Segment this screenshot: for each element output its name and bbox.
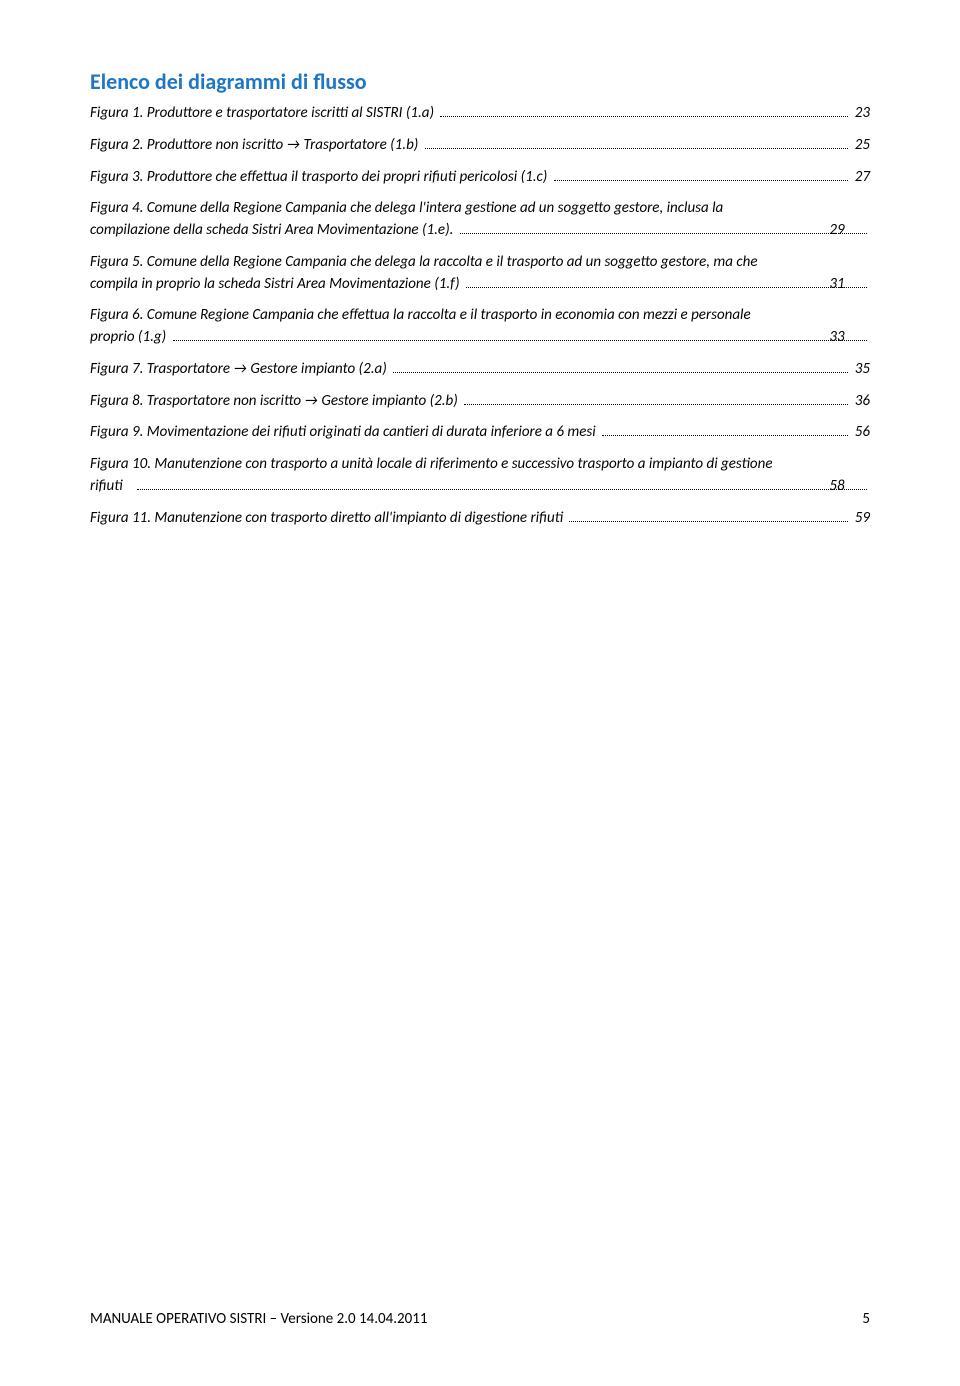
footer-left: MANUALE OPERATIVO SISTRI – Versione 2.0 … bbox=[90, 1310, 427, 1328]
toc-entry-text: Figura 6. Comune Regione Campania che ef… bbox=[134, 305, 870, 327]
toc-entry[interactable]: Figura 4. Comune della Regione Campania … bbox=[90, 198, 870, 242]
toc-leader-dots bbox=[460, 222, 867, 234]
page-footer: MANUALE OPERATIVO SISTRI – Versione 2.0 … bbox=[90, 1310, 870, 1328]
toc-entry[interactable]: Figura 6. Comune Regione Campania che ef… bbox=[90, 305, 870, 349]
toc-leader-dots bbox=[554, 169, 849, 181]
toc-entry-text: Figura 1. Produttore e trasportatore isc… bbox=[90, 103, 437, 125]
toc-entry[interactable]: Figura 10. Manutenzione con trasporto a … bbox=[90, 454, 870, 498]
toc-entry-text: Figura 3. Produttore che effettua il tra… bbox=[90, 167, 551, 189]
toc-entry[interactable]: Figura 8. Trasportatore non iscritto → G… bbox=[90, 391, 870, 413]
toc-leader-dots bbox=[393, 361, 848, 373]
toc-entry-page: 36 bbox=[851, 391, 870, 413]
toc-leader-dots bbox=[137, 478, 867, 490]
toc-entry-last-line: Figura 11. Manutenzione con trasporto di… bbox=[90, 508, 870, 530]
toc-entry-page: 25 bbox=[851, 135, 870, 157]
toc-entry-text: Figura 4. Comune della Regione Campania … bbox=[134, 198, 870, 220]
toc-entry-last-line: Figura 9. Movimentazione dei rifiuti ori… bbox=[90, 422, 870, 444]
toc-entry-page: 56 bbox=[851, 422, 870, 444]
toc-leader-dots bbox=[464, 393, 848, 405]
toc-entry-text: compila in proprio la scheda Sistri Area… bbox=[134, 274, 463, 296]
toc-entry-text: compilazione della scheda Sistri Area Mo… bbox=[134, 220, 457, 242]
toc-entry-last-line: rifiuti 58 bbox=[134, 476, 870, 498]
toc-entry-last-line: proprio (1.g) 33 bbox=[134, 327, 870, 349]
toc-leader-dots bbox=[466, 276, 867, 288]
toc-entry-text: Figura 7. Trasportatore → Gestore impian… bbox=[90, 359, 390, 381]
page: Elenco dei diagrammi di flusso Figura 1.… bbox=[0, 0, 960, 1386]
toc-entry[interactable]: Figura 7. Trasportatore → Gestore impian… bbox=[90, 359, 870, 381]
toc-leader-dots bbox=[569, 510, 848, 522]
toc-entry-text: Figura 2. Produttore non iscritto → Tras… bbox=[90, 135, 422, 157]
toc-entry-page: 59 bbox=[851, 508, 870, 530]
toc-leader-dots bbox=[602, 424, 848, 436]
toc-entry[interactable]: Figura 5. Comune della Regione Campania … bbox=[90, 252, 870, 296]
toc-leader-dots bbox=[425, 137, 849, 149]
toc-entry-last-line: Figura 3. Produttore che effettua il tra… bbox=[90, 167, 870, 189]
toc-entry-text: Figura 11. Manutenzione con trasporto di… bbox=[90, 508, 566, 530]
toc-entry-last-line: Figura 1. Produttore e trasportatore isc… bbox=[90, 103, 870, 125]
toc-entry-last-line: Figura 7. Trasportatore → Gestore impian… bbox=[90, 359, 870, 381]
toc-entry-page: 35 bbox=[851, 359, 870, 381]
toc-entry-text: Figura 5. Comune della Regione Campania … bbox=[134, 252, 870, 274]
toc-entry-text: proprio (1.g) bbox=[134, 327, 170, 349]
toc-entry-page: 23 bbox=[851, 103, 870, 125]
toc-entry-text: Figura 10. Manutenzione con trasporto a … bbox=[134, 454, 870, 476]
toc-entry-last-line: Figura 2. Produttore non iscritto → Tras… bbox=[90, 135, 870, 157]
toc-entry-text: Figura 9. Movimentazione dei rifiuti ori… bbox=[90, 422, 599, 444]
toc-entry-last-line: compila in proprio la scheda Sistri Area… bbox=[134, 274, 870, 296]
toc-entry[interactable]: Figura 3. Produttore che effettua il tra… bbox=[90, 167, 870, 189]
toc-entry[interactable]: Figura 11. Manutenzione con trasporto di… bbox=[90, 508, 870, 530]
toc-entry-text: Figura 8. Trasportatore non iscritto → G… bbox=[90, 391, 461, 413]
toc-entry-page: 27 bbox=[851, 167, 870, 189]
page-title: Elenco dei diagrammi di flusso bbox=[90, 68, 870, 95]
toc-entry[interactable]: Figura 9. Movimentazione dei rifiuti ori… bbox=[90, 422, 870, 444]
toc-leader-dots bbox=[440, 105, 848, 117]
footer-page-number: 5 bbox=[862, 1310, 870, 1328]
toc-entry[interactable]: Figura 2. Produttore non iscritto → Tras… bbox=[90, 135, 870, 157]
table-of-contents: Figura 1. Produttore e trasportatore isc… bbox=[90, 103, 870, 529]
toc-entry[interactable]: Figura 1. Produttore e trasportatore isc… bbox=[90, 103, 870, 125]
toc-entry-last-line: compilazione della scheda Sistri Area Mo… bbox=[134, 220, 870, 242]
toc-entry-last-line: Figura 8. Trasportatore non iscritto → G… bbox=[90, 391, 870, 413]
toc-leader-dots bbox=[173, 329, 867, 341]
